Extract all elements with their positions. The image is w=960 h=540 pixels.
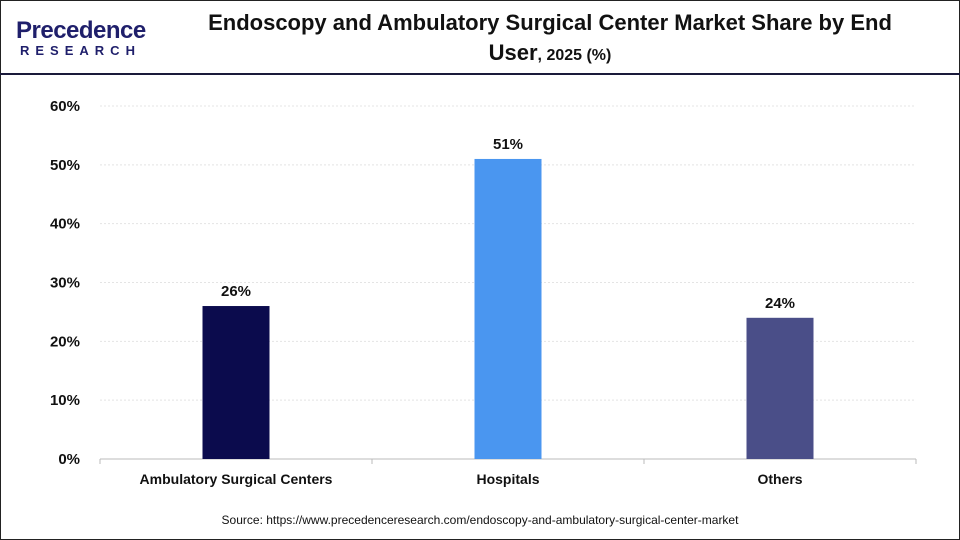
x-tick-label: Others [757,471,802,487]
data-label: 51% [493,136,523,153]
title-main: Endoscopy and Ambulatory Surgical Center… [208,10,892,65]
data-label: 26% [221,283,251,300]
y-tick-label: 10% [50,392,80,409]
bar [474,158,542,459]
y-tick-label: 40% [50,216,80,233]
bar [746,317,814,459]
bar [202,306,270,459]
title-suffix: , 2025 (%) [537,47,612,64]
source-text: Source: https://www.precedenceresearch.c… [221,513,739,527]
y-tick-label: 30% [50,275,80,292]
data-label: 24% [765,295,795,312]
y-tick-label: 50% [50,157,80,174]
x-tick-label: Ambulatory Surgical Centers [140,471,333,487]
y-tick-label: 0% [58,451,80,468]
y-tick-label: 60% [50,98,80,115]
chart-title: Endoscopy and Ambulatory Surgical Center… [180,8,920,71]
x-tick-label: Hospitals [476,471,539,487]
y-tick-label: 20% [50,333,80,350]
header: Precedence RESEARCH Endoscopy and Ambula… [0,0,960,75]
precedence-research-logo: Precedence RESEARCH [16,17,146,58]
